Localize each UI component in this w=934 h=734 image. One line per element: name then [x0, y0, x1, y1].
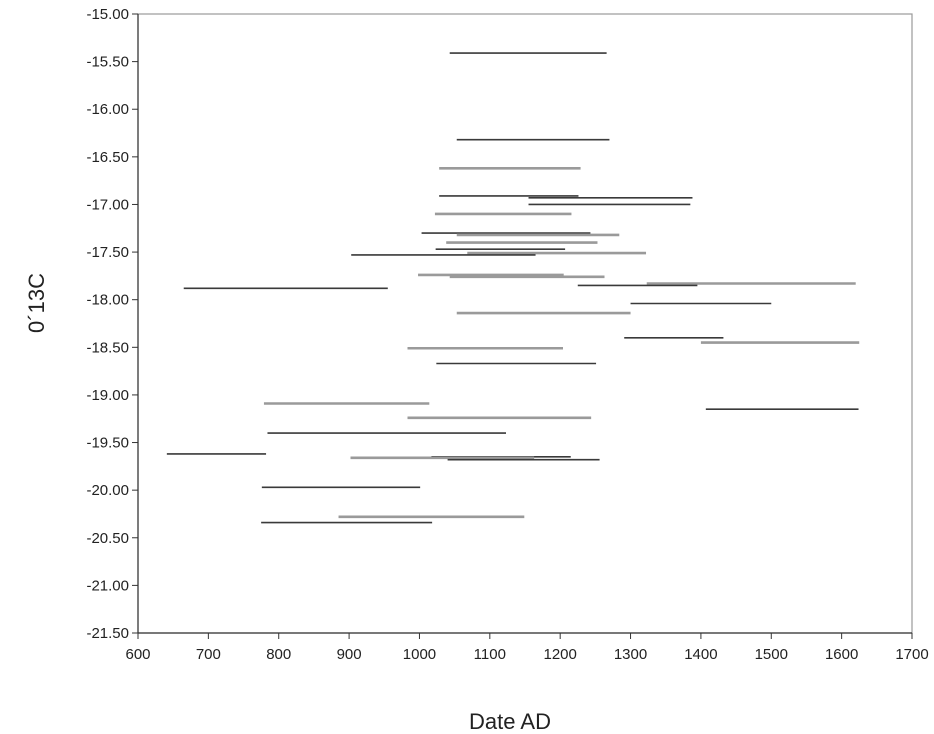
- x-tick-label: 1500: [755, 646, 788, 663]
- y-tick-label: -19.50: [86, 435, 129, 452]
- x-tick-label: 1000: [403, 646, 436, 663]
- y-tick-label: -17.00: [86, 196, 129, 213]
- x-tick-label: 1100: [474, 646, 506, 663]
- x-tick-label: 1600: [825, 646, 858, 663]
- x-tick-label: 700: [196, 646, 221, 663]
- y-tick-label: -18.00: [86, 292, 129, 309]
- y-tick-label: -19.00: [86, 387, 129, 404]
- plot-frame: [137, 13, 913, 634]
- y-tick-label: -20.50: [86, 530, 129, 547]
- y-axis-ticks: -15.00 -15.50 -16.00 -16.50 -17.00 -17.50 -18.…: [86, 6, 138, 642]
- x-tick-label: 800: [266, 646, 291, 663]
- y-tick-label: -18.50: [86, 339, 129, 356]
- y-axis-title: 0´13C: [24, 273, 49, 333]
- plot-area: [137, 13, 913, 634]
- x-tick-label: 1700: [895, 646, 928, 663]
- x-tick-label: 1400: [684, 646, 717, 663]
- y-tick-label: -16.50: [86, 149, 129, 166]
- y-tick-label: -21.00: [86, 577, 129, 594]
- x-tick-label: 1300: [614, 646, 647, 663]
- y-tick-label: -17.50: [86, 244, 129, 261]
- x-tick-label: 1200: [543, 646, 576, 663]
- y-tick-label: -15.50: [86, 54, 129, 71]
- y-tick-label: -20.00: [86, 482, 129, 499]
- x-axis-ticks: 600 700 800 900 1000 1100 1200 1300 1400 1500 1600…: [125, 633, 929, 663]
- y-tick-label: -21.50: [86, 625, 129, 642]
- y-tick-label: -16.00: [86, 101, 129, 118]
- x-axis-title: Date AD: [469, 709, 551, 734]
- x-tick-label: 900: [337, 646, 362, 663]
- y-tick-label: -15.00: [86, 6, 129, 23]
- x-tick-label: 600: [125, 646, 150, 663]
- range-series: [166, 52, 860, 524]
